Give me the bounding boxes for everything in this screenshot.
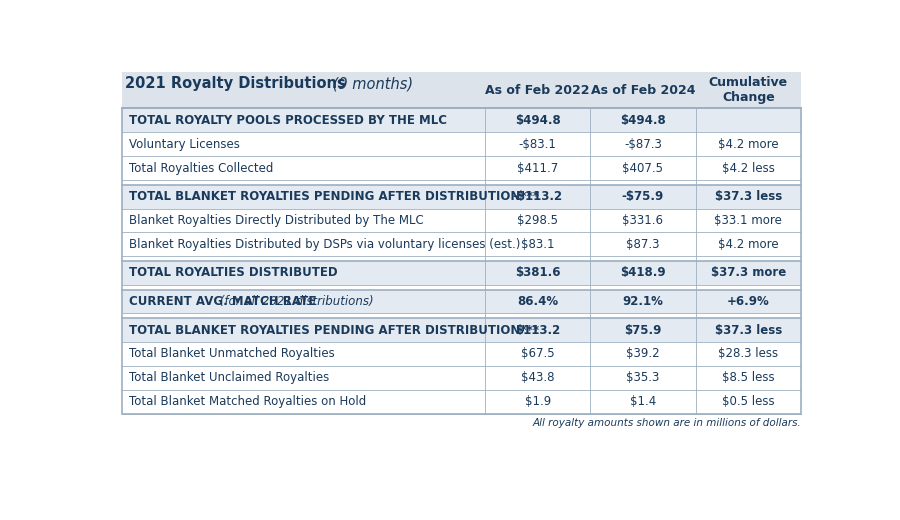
- Text: $4.2 less: $4.2 less: [722, 162, 775, 175]
- Bar: [122, 389, 801, 413]
- Bar: [122, 366, 801, 389]
- Text: Voluntary Licenses: Voluntary Licenses: [129, 138, 239, 151]
- Bar: [122, 109, 801, 132]
- Text: CURRENT AVG. MATCH RATE: CURRENT AVG. MATCH RATE: [129, 295, 316, 308]
- Text: $37.3 less: $37.3 less: [715, 323, 782, 336]
- Bar: [122, 72, 801, 109]
- Text: TOTAL BLANKET ROYALTIES PENDING AFTER DISTRIBUTION***: TOTAL BLANKET ROYALTIES PENDING AFTER DI…: [129, 190, 539, 203]
- Text: Blanket Royalties Distributed by DSPs via voluntary licenses (est.): Blanket Royalties Distributed by DSPs vi…: [129, 238, 520, 251]
- Text: $67.5: $67.5: [521, 347, 554, 360]
- Text: $39.2: $39.2: [626, 347, 660, 360]
- Text: $28.3 less: $28.3 less: [718, 347, 778, 360]
- Text: -$113.2: -$113.2: [513, 190, 562, 203]
- Bar: [122, 132, 801, 156]
- Bar: [122, 261, 801, 285]
- Text: Total Blanket Unmatched Royalties: Total Blanket Unmatched Royalties: [129, 347, 334, 360]
- Text: (for all 2021 distributions): (for all 2021 distributions): [216, 295, 374, 308]
- Text: $4.2 more: $4.2 more: [718, 238, 778, 251]
- Text: $331.6: $331.6: [623, 214, 663, 227]
- Text: 2021 Royalty Distributions: 2021 Royalty Distributions: [125, 76, 346, 92]
- Text: All royalty amounts shown are in millions of dollars.: All royalty amounts shown are in million…: [532, 418, 801, 427]
- Text: $75.9: $75.9: [625, 323, 662, 336]
- Text: TOTAL ROYALTIES DISTRIBUTED: TOTAL ROYALTIES DISTRIBUTED: [129, 266, 338, 279]
- Text: $1.4: $1.4: [630, 395, 656, 408]
- Text: -$87.3: -$87.3: [624, 138, 662, 151]
- Text: Cumulative
Change: Cumulative Change: [708, 76, 788, 105]
- Text: -$83.1: -$83.1: [518, 138, 556, 151]
- Text: $411.7: $411.7: [518, 162, 558, 175]
- Text: Total Blanket Unclaimed Royalties: Total Blanket Unclaimed Royalties: [129, 371, 328, 384]
- Text: $4.2 more: $4.2 more: [718, 138, 778, 151]
- Text: $37.3 less: $37.3 less: [715, 190, 782, 203]
- Bar: [122, 109, 801, 413]
- Text: +6.9%: +6.9%: [727, 295, 770, 308]
- Text: $113.2: $113.2: [515, 323, 561, 336]
- Text: As of Feb 2022: As of Feb 2022: [485, 84, 590, 97]
- Text: $87.3: $87.3: [626, 238, 660, 251]
- Text: TOTAL BLANKET ROYALTIES PENDING AFTER DISTRIBUTION***: TOTAL BLANKET ROYALTIES PENDING AFTER DI…: [129, 323, 539, 336]
- Text: $1.9: $1.9: [525, 395, 551, 408]
- Text: $8.5 less: $8.5 less: [722, 371, 775, 384]
- Text: $381.6: $381.6: [515, 266, 561, 279]
- Text: $494.8: $494.8: [620, 114, 666, 127]
- Text: TOTAL ROYALTY POOLS PROCESSED BY THE MLC: TOTAL ROYALTY POOLS PROCESSED BY THE MLC: [129, 114, 446, 127]
- Text: 92.1%: 92.1%: [623, 295, 663, 308]
- Text: $37.3 more: $37.3 more: [711, 266, 786, 279]
- Bar: [122, 156, 801, 180]
- Text: Total Royalties Collected: Total Royalties Collected: [129, 162, 273, 175]
- Bar: [122, 290, 801, 314]
- Text: $35.3: $35.3: [626, 371, 660, 384]
- Bar: [122, 209, 801, 232]
- Text: $494.8: $494.8: [515, 114, 561, 127]
- Text: -$75.9: -$75.9: [622, 190, 664, 203]
- Bar: [122, 342, 801, 366]
- Bar: [122, 185, 801, 209]
- Text: $43.8: $43.8: [521, 371, 554, 384]
- Text: Blanket Royalties Directly Distributed by The MLC: Blanket Royalties Directly Distributed b…: [129, 214, 423, 227]
- Text: $83.1: $83.1: [521, 238, 554, 251]
- Text: Total Blanket Matched Royalties on Hold: Total Blanket Matched Royalties on Hold: [129, 395, 365, 408]
- Bar: [122, 232, 801, 256]
- Text: $298.5: $298.5: [518, 214, 558, 227]
- Text: $0.5 less: $0.5 less: [722, 395, 775, 408]
- Text: $418.9: $418.9: [620, 266, 666, 279]
- Text: As of Feb 2024: As of Feb 2024: [590, 84, 695, 97]
- Text: $33.1 more: $33.1 more: [715, 214, 782, 227]
- Text: $407.5: $407.5: [623, 162, 663, 175]
- Bar: [122, 318, 801, 342]
- Text: (9 months): (9 months): [328, 76, 413, 92]
- Text: 86.4%: 86.4%: [518, 295, 558, 308]
